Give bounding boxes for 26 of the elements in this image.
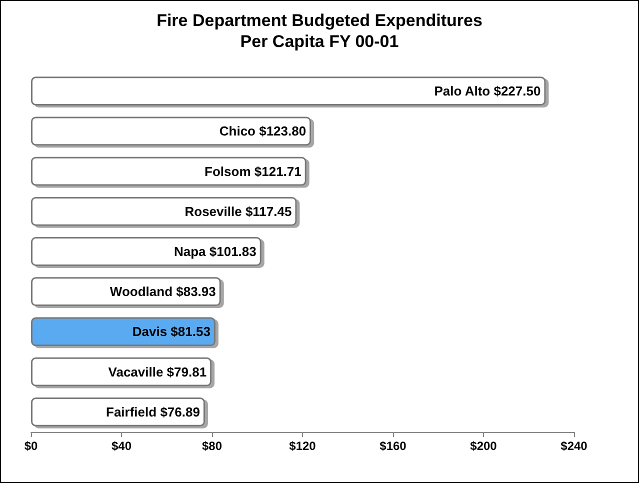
x-tick-label: $40 [111,439,132,453]
bar [31,116,312,146]
bar [31,398,205,426]
category-label: Davis $81.53 [132,324,210,340]
x-tick-label: $160 [380,439,407,453]
category-label: Woodland $83.93 [110,284,216,300]
bar [31,156,306,186]
category-label: Roseville $117.45 [184,204,292,219]
bar [31,196,297,226]
chart-title: Fire Department Budgeted Expenditures Per Capita FY 00-01 [156,11,482,51]
x-tick-label: $80 [202,439,222,453]
x-tick-label: $200 [470,439,498,453]
category-label: Folsom $121.71 [204,164,302,179]
x-tick-label: $0 [24,439,38,453]
category-label: Vacaville $79.81 [108,364,207,380]
category-label: Chico $123.80 [219,124,306,139]
bar [31,317,216,346]
bar [31,277,221,306]
category-label: Napa $101.83 [174,244,256,259]
category-label: Fairfield $76.89 [106,404,200,420]
x-tick-label: $120 [289,439,316,453]
bar [31,357,212,386]
bar [31,76,546,106]
x-tick-label: $240 [560,439,588,453]
category-label: Palo Alto $227.50 [434,84,541,99]
bar [31,237,262,266]
